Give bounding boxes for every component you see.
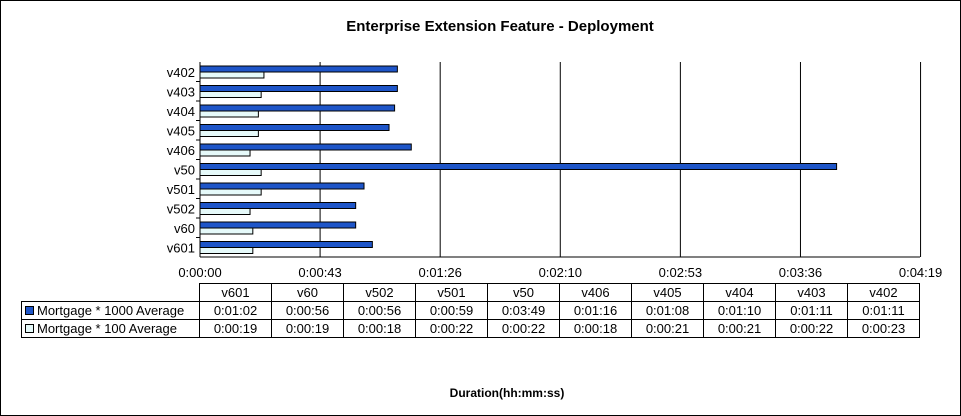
table-cell: 0:00:56 xyxy=(271,301,344,320)
table-cell: 0:00:19 xyxy=(199,319,272,338)
bar-mortgage-1000-v404 xyxy=(199,104,396,112)
bar-mortgage-100-v406 xyxy=(199,149,251,157)
bar-mortgage-100-v402 xyxy=(199,71,265,79)
chart-title: Enterprise Extension Feature - Deploymen… xyxy=(346,18,654,35)
bar-mortgage-100-v502 xyxy=(199,208,251,215)
x-tick-label: 0:02:53 xyxy=(659,265,702,280)
table-cell: 0:00:22 xyxy=(415,319,488,338)
table-cell: 0:01:11 xyxy=(775,301,848,320)
bar-mortgage-1000-v60 xyxy=(199,221,357,229)
table-cell: 0:00:21 xyxy=(631,319,704,338)
bar-mortgage-1000-v403 xyxy=(199,85,398,92)
bar-mortgage-1000-v402 xyxy=(199,65,398,73)
bar-mortgage-100-v60 xyxy=(199,227,254,235)
x-tick-label: 0:04:19 xyxy=(899,265,942,280)
bars-layer xyxy=(199,65,838,254)
table-cell: 0:01:02 xyxy=(199,301,272,320)
y-category-label: v403 xyxy=(167,84,195,99)
table-column-header: v50 xyxy=(487,283,560,302)
y-category-label: v404 xyxy=(167,104,195,119)
data-table: v601 v60 v502 v501 v50 v406 v405 v404 v403 v402 M… xyxy=(21,283,920,338)
y-category-label: v50 xyxy=(174,162,195,177)
bar-mortgage-1000-v501 xyxy=(199,182,365,190)
table-header-row: v601 v60 v502 v501 v50 v406 v405 v404 v403 v402 xyxy=(22,283,920,302)
legend-entry: Mortgage * 1000 Average xyxy=(21,301,200,320)
x-axis-label: Duration(hh:mm:ss) xyxy=(450,386,565,400)
legend-entry: Mortgage * 100 Average xyxy=(21,319,200,338)
y-category-label: v502 xyxy=(167,201,195,216)
y-category-label: v406 xyxy=(167,143,195,158)
table-body: Mortgage * 1000 Average 0:01:02 0:00:56 0:0… xyxy=(21,301,920,338)
bar-mortgage-1000-v502 xyxy=(199,202,357,209)
x-tick-label: 0:00:00 xyxy=(178,265,221,280)
table-row: Mortgage * 100 Average 0:00:19 0:00:19 0:00… xyxy=(21,319,920,338)
bar-mortgage-100-v50 xyxy=(199,169,262,176)
axis-layer: 0:00:00 0:00:43 0:01:26 0:02:10 0:02:53 0:03:… xyxy=(167,62,942,280)
table-cell: 0:00:23 xyxy=(847,319,920,338)
table-column-header: v406 xyxy=(559,283,632,302)
legend-swatch-icon xyxy=(25,306,34,315)
bar-mortgage-100-v601 xyxy=(199,247,254,254)
table-cell: 0:00:59 xyxy=(415,301,488,320)
bar-mortgage-100-v501 xyxy=(199,188,262,196)
y-category-label: v501 xyxy=(167,182,195,197)
table-row: Mortgage * 1000 Average 0:01:02 0:00:56 0:0… xyxy=(21,301,920,320)
x-tick-label: 0:03:36 xyxy=(779,265,822,280)
x-tick-label: 0:00:43 xyxy=(298,265,341,280)
bar-mortgage-1000-v406 xyxy=(199,143,412,151)
table-cell: 0:01:16 xyxy=(559,301,632,320)
bar-mortgage-1000-v601 xyxy=(199,241,373,248)
table-column-header: v402 xyxy=(847,283,920,302)
table-cell: 0:01:08 xyxy=(631,301,704,320)
table-cell: 0:00:19 xyxy=(271,319,344,338)
legend-label: Mortgage * 1000 Average xyxy=(37,303,185,318)
y-category-label: v601 xyxy=(167,240,195,255)
table-cell: 0:00:18 xyxy=(343,319,416,338)
grid-layer xyxy=(319,62,922,257)
x-tick-label: 0:01:26 xyxy=(418,265,461,280)
table-cell: 0:00:56 xyxy=(343,301,416,320)
table-column-header: v601 xyxy=(199,283,272,302)
y-category-label: v405 xyxy=(167,123,195,138)
table-corner xyxy=(22,284,200,302)
bar-mortgage-1000-v405 xyxy=(199,124,390,131)
y-category-label: v60 xyxy=(174,221,195,236)
table-cell: 0:00:22 xyxy=(487,319,560,338)
x-tick-label: 0:02:10 xyxy=(539,265,582,280)
bar-mortgage-100-v405 xyxy=(199,130,259,137)
bar-mortgage-1000-v50 xyxy=(199,163,838,170)
legend-label: Mortgage * 100 Average xyxy=(37,321,177,336)
table-cell: 0:00:21 xyxy=(703,319,776,338)
y-category-label: v402 xyxy=(167,65,195,80)
table-column-header: v403 xyxy=(775,283,848,302)
table-column-header: v501 xyxy=(415,283,488,302)
table-cell: 0:03:49 xyxy=(487,301,560,320)
table-cell: 0:01:11 xyxy=(847,301,920,320)
table-cell: 0:00:18 xyxy=(559,319,632,338)
table-cell: 0:00:22 xyxy=(775,319,848,338)
table-column-header: v405 xyxy=(631,283,704,302)
table-column-header: v60 xyxy=(271,283,344,302)
table-column-header: v404 xyxy=(703,283,776,302)
bar-mortgage-100-v403 xyxy=(199,91,262,98)
table-cell: 0:01:10 xyxy=(703,301,776,320)
bar-mortgage-100-v404 xyxy=(199,110,259,118)
table-column-header: v502 xyxy=(343,283,416,302)
legend-swatch-icon xyxy=(25,324,34,333)
